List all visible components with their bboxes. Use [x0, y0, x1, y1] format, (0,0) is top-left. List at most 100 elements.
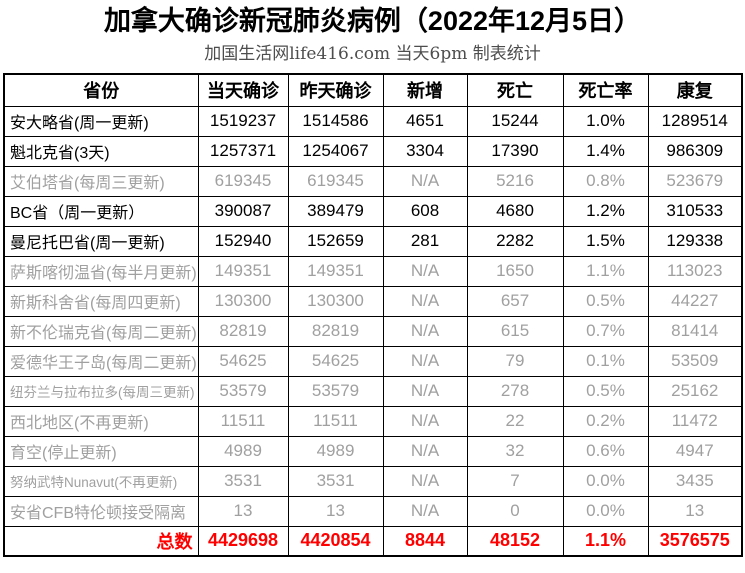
new-cases-cell: N/A	[382, 285, 468, 317]
table-row: 爱德华王子岛(每周二更新) 54625 54625 N/A 79 0.1% 53509	[3, 345, 743, 377]
header-new: 新增	[382, 73, 468, 107]
total-today-cell: 4429698	[197, 525, 289, 557]
today-cell: 82819	[197, 315, 289, 347]
new-cases-cell: N/A	[382, 165, 468, 197]
deaths-cell: 7	[466, 465, 564, 497]
recovered-cell: 13	[647, 495, 743, 527]
new-cases-cell: 4651	[382, 105, 468, 137]
header-death-rate: 死亡率	[562, 73, 649, 107]
yesterday-cell: 619345	[287, 165, 384, 197]
table-row: 西北地区(不再更新) 11511 11511 N/A 22 0.2% 11472	[3, 405, 743, 437]
table-row: 曼尼托巴省(周一更新) 152940 152659 281 2282 1.5% 129338	[3, 225, 743, 257]
table-row: 新斯科舍省(每周四更新) 130300 130300 N/A 657 0.5% 44227	[3, 285, 743, 317]
today-cell: 11511	[197, 405, 289, 437]
header-today: 当天确诊	[197, 73, 289, 107]
table-row: 纽芬兰与拉布拉多(每周三更新) 53579 53579 N/A 278 0.5% 25162	[3, 375, 743, 407]
deaths-cell: 15244	[466, 105, 564, 137]
table-row: 新不伦瑞克省(每周二更新) 82819 82819 N/A 615 0.7% 81414	[3, 315, 743, 347]
death-rate-cell: 1.1%	[562, 255, 649, 287]
recovered-cell: 3435	[647, 465, 743, 497]
province-cell: 西北地区(不再更新)	[3, 405, 199, 437]
province-cell: BC省（周一更新）	[3, 195, 199, 227]
deaths-cell: 22	[466, 405, 564, 437]
death-rate-cell: 1.2%	[562, 195, 649, 227]
death-rate-cell: 0.7%	[562, 315, 649, 347]
death-rate-cell: 1.5%	[562, 225, 649, 257]
deaths-cell: 615	[466, 315, 564, 347]
yesterday-cell: 130300	[287, 285, 384, 317]
total-recovered-cell: 3576575	[647, 525, 743, 557]
recovered-cell: 129338	[647, 225, 743, 257]
total-row: 总数 4429698 4420854 8844 48152 1.1% 3576575	[3, 525, 743, 557]
province-cell: 安大略省(周一更新)	[3, 105, 199, 137]
death-rate-cell: 0.1%	[562, 345, 649, 377]
deaths-cell: 0	[466, 495, 564, 527]
table-row: BC省（周一更新） 390087 389479 608 4680 1.2% 310533	[3, 195, 743, 227]
province-cell: 努纳武特Nunavut(不再更新)	[3, 465, 199, 497]
death-rate-cell: 0.5%	[562, 285, 649, 317]
yesterday-cell: 53579	[287, 375, 384, 407]
today-cell: 152940	[197, 225, 289, 257]
today-cell: 53579	[197, 375, 289, 407]
table-header: 省份 当天确诊 昨天确诊 新增 死亡 死亡率 康复	[3, 73, 743, 107]
death-rate-cell: 0.2%	[562, 405, 649, 437]
table-row: 安省CFB特伦顿接受隔离 13 13 N/A 0 0.0% 13	[3, 495, 743, 527]
province-cell: 纽芬兰与拉布拉多(每周三更新)	[3, 375, 199, 407]
yesterday-cell: 13	[287, 495, 384, 527]
province-cell: 安省CFB特伦顿接受隔离	[3, 495, 199, 527]
province-cell: 育空(停止更新)	[3, 435, 199, 467]
recovered-cell: 25162	[647, 375, 743, 407]
new-cases-cell: N/A	[382, 435, 468, 467]
recovered-cell: 1289514	[647, 105, 743, 137]
header-deaths: 死亡	[466, 73, 564, 107]
death-rate-cell: 0.6%	[562, 435, 649, 467]
deaths-cell: 5216	[466, 165, 564, 197]
yesterday-cell: 389479	[287, 195, 384, 227]
deaths-cell: 4680	[466, 195, 564, 227]
header-province: 省份	[3, 73, 199, 107]
header-recovered: 康复	[647, 73, 743, 107]
today-cell: 13	[197, 495, 289, 527]
recovered-cell: 11472	[647, 405, 743, 437]
new-cases-cell: N/A	[382, 495, 468, 527]
recovered-cell: 44227	[647, 285, 743, 317]
recovered-cell: 4947	[647, 435, 743, 467]
yesterday-cell: 4989	[287, 435, 384, 467]
province-cell: 曼尼托巴省(周一更新)	[3, 225, 199, 257]
new-cases-cell: N/A	[382, 255, 468, 287]
new-cases-cell: 3304	[382, 135, 468, 167]
yesterday-cell: 1514586	[287, 105, 384, 137]
new-cases-cell: N/A	[382, 315, 468, 347]
page-title: 加拿大确诊新冠肺炎病例（2022年12月5日）	[103, 6, 642, 36]
death-rate-cell: 0.0%	[562, 465, 649, 497]
recovered-cell: 81414	[647, 315, 743, 347]
total-label: 总数	[3, 525, 199, 557]
recovered-cell: 113023	[647, 255, 743, 287]
total-new-cases-cell: 8844	[382, 525, 468, 557]
deaths-cell: 657	[466, 285, 564, 317]
today-cell: 390087	[197, 195, 289, 227]
header-yesterday: 昨天确诊	[287, 73, 384, 107]
total-death-rate-cell: 1.1%	[562, 525, 649, 557]
recovered-cell: 523679	[647, 165, 743, 197]
province-cell: 爱德华王子岛(每周二更新)	[3, 345, 199, 377]
today-cell: 130300	[197, 285, 289, 317]
deaths-cell: 79	[466, 345, 564, 377]
total-deaths-cell: 48152	[466, 525, 564, 557]
header-row: 省份 当天确诊 昨天确诊 新增 死亡 死亡率 康复	[3, 73, 743, 107]
covid-stats-table: 省份 当天确诊 昨天确诊 新增 死亡 死亡率 康复 安大略省(周一更新) 1519…	[3, 73, 743, 557]
death-rate-cell: 0.5%	[562, 375, 649, 407]
yesterday-cell: 149351	[287, 255, 384, 287]
deaths-cell: 17390	[466, 135, 564, 167]
death-rate-cell: 1.4%	[562, 135, 649, 167]
deaths-cell: 32	[466, 435, 564, 467]
table-row: 育空(停止更新) 4989 4989 N/A 32 0.6% 4947	[3, 435, 743, 467]
new-cases-cell: 608	[382, 195, 468, 227]
deaths-cell: 1650	[466, 255, 564, 287]
table-row: 萨斯喀彻温省(每半月更新) 149351 149351 N/A 1650 1.1% 1130…	[3, 255, 743, 287]
today-cell: 3531	[197, 465, 289, 497]
recovered-cell: 53509	[647, 345, 743, 377]
province-cell: 艾伯塔省(每周三更新)	[3, 165, 199, 197]
today-cell: 149351	[197, 255, 289, 287]
